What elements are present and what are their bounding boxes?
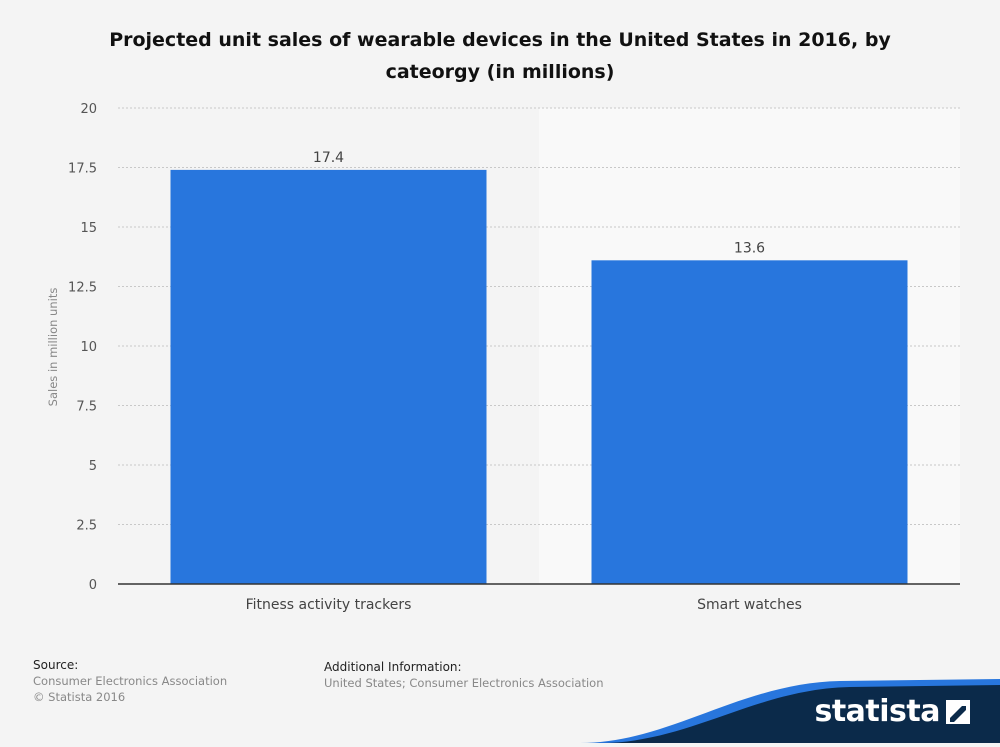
source-line-2: © Statista 2016 [33, 690, 126, 704]
source-line-1: Consumer Electronics Association [33, 674, 228, 688]
y-axis-label: Sales in million units [46, 288, 60, 407]
logo-wave-shape [580, 679, 1000, 743]
y-tick-label: 15 [80, 221, 97, 236]
x-tick-label: Fitness activity trackers [246, 597, 412, 613]
additional-info-block: Additional Information: United States; C… [324, 659, 604, 691]
bar[interactable] [591, 260, 908, 584]
source-heading: Source: [33, 658, 79, 672]
statista-mark-icon [946, 700, 970, 724]
y-tick-label: 17.5 [68, 162, 97, 177]
additional-info-text: United States; Consumer Electronics Asso… [324, 676, 604, 690]
y-tick-label: 20 [80, 102, 97, 117]
y-tick-label: 5 [89, 459, 97, 474]
x-tick-label: Smart watches [697, 597, 802, 613]
additional-info-heading: Additional Information: [324, 660, 462, 674]
y-axis-ticks: 0 2.5 5 7.5 10 12.5 15 17.5 20 [68, 102, 97, 593]
x-axis-labels: Fitness activity trackers Smart watches [246, 597, 802, 613]
data-label: 13.6 [734, 240, 765, 256]
data-label: 17.4 [313, 150, 344, 166]
statista-wordmark: statista [814, 694, 940, 729]
bars: 17.4 13.6 [170, 150, 908, 584]
y-tick-label: 7.5 [76, 400, 97, 415]
chart-title: Projected unit sales of wearable devices… [109, 29, 891, 83]
statista-logo[interactable]: statista [580, 673, 1000, 743]
y-tick-label: 0 [89, 578, 97, 593]
source-block: Source: Consumer Electronics Association… [33, 657, 227, 705]
y-tick-label: 12.5 [68, 281, 97, 296]
bar-chart: 0 2.5 5 7.5 10 12.5 15 17.5 20 17.4 13.6 Fitness … [46, 102, 960, 613]
bar[interactable] [170, 169, 487, 584]
y-tick-label: 2.5 [76, 519, 97, 534]
y-tick-label: 10 [80, 340, 97, 355]
